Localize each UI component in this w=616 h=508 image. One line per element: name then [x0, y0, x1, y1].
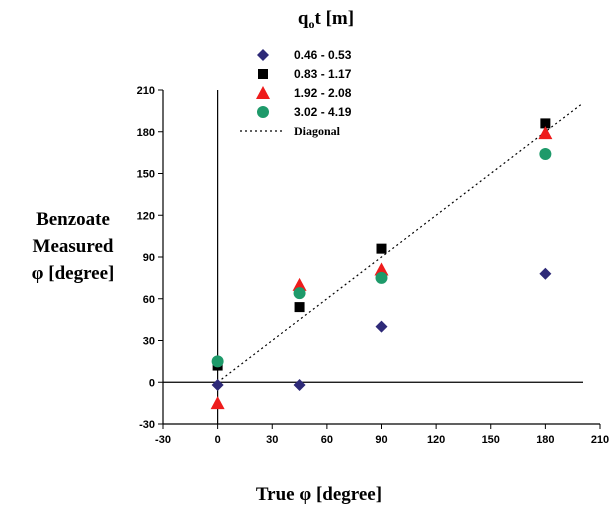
y-tick-label: 210	[137, 85, 155, 97]
legend-title-sub: o	[309, 17, 315, 31]
y-tick-label: 180	[137, 127, 155, 139]
data-point-triangle	[292, 277, 307, 291]
legend-title-rest: t [m]	[315, 8, 355, 29]
y-tick-label: 60	[143, 294, 155, 306]
y-tick-label: 120	[137, 210, 155, 222]
legend-marker-circle	[257, 106, 269, 118]
y-tick-label: 150	[137, 169, 155, 181]
y-tick-label: 0	[149, 377, 155, 389]
x-tick-label: 120	[427, 434, 445, 446]
x-tick-label: 90	[375, 434, 387, 446]
data-point-diamond	[539, 267, 552, 280]
legend-title: qot [m]	[298, 8, 354, 31]
legend-marker-diamond	[257, 49, 269, 61]
x-tick-label: 0	[215, 434, 221, 446]
x-ticks: -30 0 30 60 90 120 150 180 210	[155, 424, 609, 446]
data-point-square	[376, 243, 387, 254]
data-point-circle	[539, 148, 552, 161]
data-point-square	[540, 118, 551, 129]
data-point-triangle	[538, 126, 553, 140]
y-tick-label: -30	[139, 419, 155, 431]
legend-entry-label: 3.02 - 4.19	[294, 105, 352, 119]
x-tick-label: 60	[321, 434, 333, 446]
data-point-circle	[375, 271, 388, 284]
x-tick-label: -30	[155, 434, 171, 446]
y-tick-label: 90	[143, 252, 155, 264]
y-axis-title-line-2: Measured	[33, 236, 114, 257]
diagonal-line	[217, 103, 583, 383]
data-point-diamond	[211, 379, 224, 392]
x-tick-label: 150	[482, 434, 500, 446]
data-point-circle	[211, 355, 224, 368]
x-tick-label: 210	[591, 434, 609, 446]
legend-marker-square	[258, 69, 268, 79]
legend: qot [m] 0.46 - 0.53 0.83 - 1.17 1.92 - 2.0…	[240, 8, 354, 138]
legend-marker-triangle	[256, 86, 270, 99]
data-point-diamond	[293, 379, 306, 392]
data-point-square	[294, 302, 305, 313]
data-point-triangle	[374, 262, 389, 276]
legend-entry-label: 0.46 - 0.53	[294, 48, 352, 62]
y-tick-label: 30	[143, 336, 155, 348]
legend-entry-label: 1.92 - 2.08	[294, 86, 352, 100]
x-tick-label: 30	[266, 434, 278, 446]
legend-title-main: q	[298, 8, 309, 29]
y-ticks: -30 0 30 60 90 120 150 180 210	[137, 85, 163, 431]
data-point-diamond	[375, 320, 388, 333]
y-axis-title: Benzoate Measured φ [degree]	[32, 209, 115, 284]
y-axis-title-line-1: Benzoate	[36, 209, 110, 230]
x-axis-title: True φ [degree]	[256, 484, 382, 505]
data-point-triangle	[210, 396, 225, 410]
legend-diagonal-label: Diagonal	[294, 124, 341, 138]
y-axis-title-line-3: φ [degree]	[32, 263, 115, 284]
data-points	[210, 118, 553, 410]
legend-entry-label: 0.83 - 1.17	[294, 67, 352, 81]
x-tick-label: 180	[536, 434, 554, 446]
data-point-circle	[293, 287, 306, 300]
